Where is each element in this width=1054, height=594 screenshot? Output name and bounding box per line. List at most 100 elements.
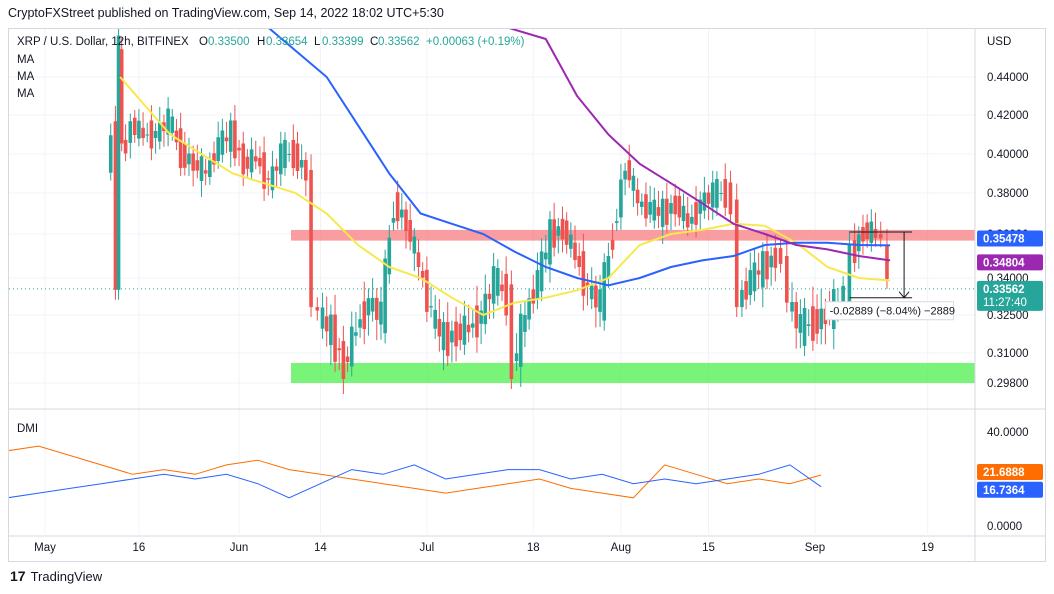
candle-body <box>191 153 195 171</box>
dmi-tick-label: 40.0000 <box>987 427 1029 439</box>
candle-body <box>509 284 514 379</box>
candle-body <box>581 251 586 296</box>
candle-body <box>644 194 648 219</box>
candle-body <box>500 284 504 292</box>
candle-body <box>170 116 175 133</box>
candle-body <box>370 297 375 312</box>
price-tick-label: 0.32500 <box>987 310 1029 322</box>
candle-body <box>885 246 889 279</box>
price-tick-label: 0.42000 <box>987 110 1029 122</box>
legend-high-value: 0.33654 <box>266 36 308 48</box>
time-tick-label: May <box>34 542 56 554</box>
published-header: CryptoFXStreet published on TradingView.… <box>8 6 444 20</box>
candle-body <box>535 270 540 300</box>
candle-body <box>878 234 883 239</box>
time-tick-label: Aug <box>611 542 631 554</box>
candle-body <box>819 308 824 330</box>
candle-body <box>702 192 707 211</box>
candle-body <box>594 285 598 308</box>
candle-body <box>811 306 815 341</box>
legend-open-label: O <box>199 36 208 48</box>
currency-label: USD <box>987 36 1011 48</box>
candle-body <box>212 153 216 165</box>
candle-body <box>681 205 686 222</box>
candle-body <box>487 293 492 300</box>
moving-averages <box>119 23 891 317</box>
candle-body <box>802 307 807 346</box>
candle-body <box>857 234 861 252</box>
price-tick-label: 0.44000 <box>987 72 1029 84</box>
candle-body <box>166 108 170 135</box>
candle-body <box>291 139 296 169</box>
candle-body <box>149 120 154 149</box>
candle-body <box>416 252 421 267</box>
candle-body <box>598 289 602 312</box>
candle-body <box>320 307 325 329</box>
candle-body <box>362 301 367 330</box>
candle-body <box>569 234 573 249</box>
candle-body <box>354 332 358 336</box>
dmi-tick-label: 0.0000 <box>987 521 1022 533</box>
ma-line-1 <box>119 76 891 317</box>
candle-body <box>873 228 878 238</box>
price-chart[interactable]: -0.02889 (−8.04%) −2889 0.44000 0.42000 0.… <box>0 23 1045 561</box>
candle-body <box>606 256 611 278</box>
candle-body <box>483 293 488 325</box>
candle-body <box>141 127 145 139</box>
price-series <box>108 27 889 394</box>
candle-body <box>329 314 333 346</box>
candle-body <box>656 207 661 216</box>
candle-body <box>220 130 225 155</box>
candle-body <box>233 120 237 159</box>
candle-body <box>706 192 711 204</box>
price-label-text: 0.35478 <box>983 233 1025 245</box>
candle-body <box>270 166 275 191</box>
candle-body <box>119 49 124 144</box>
candle-body <box>228 120 233 152</box>
legend-change: +0.00063 (+0.19%) <box>426 36 525 48</box>
candle-body <box>241 143 246 175</box>
measure-label-box <box>825 301 955 321</box>
candle-body <box>349 326 354 367</box>
candle-body <box>425 269 429 312</box>
candle-body <box>710 182 715 208</box>
price-label-text: 0.33562 <box>983 284 1025 296</box>
candle-body <box>249 149 254 173</box>
candle-body <box>794 302 798 329</box>
candle-body <box>113 121 118 290</box>
dmi-label: DMI <box>17 423 38 435</box>
candle-body <box>383 258 387 334</box>
candle-body <box>441 322 446 351</box>
candle-body <box>454 321 458 347</box>
candle-body <box>673 195 677 215</box>
candle-body <box>752 262 757 292</box>
candle-body <box>433 309 438 329</box>
candle-body <box>564 220 569 245</box>
time-tick-label: 19 <box>921 542 934 554</box>
candle-body <box>458 323 463 341</box>
candle-body <box>491 266 496 304</box>
candle-body <box>773 247 778 268</box>
legend-symbol: XRP / U.S. Dollar, 12h, BITFINEX <box>17 36 189 48</box>
candle-body <box>253 156 258 162</box>
ma-line-3 <box>495 23 891 262</box>
measure-tool: -0.02889 (−8.04%) −2889 <box>825 231 955 321</box>
candle-body <box>769 255 773 268</box>
candle-body <box>479 310 483 324</box>
candle-body <box>408 220 412 242</box>
candle-body <box>734 199 739 308</box>
candle-body <box>466 324 471 333</box>
price-tick-label: 0.31000 <box>987 348 1029 360</box>
dmi-plus-line <box>0 464 822 500</box>
candle-body <box>299 159 304 168</box>
candle-body <box>216 137 220 162</box>
price-tick-label: 0.29800 <box>987 378 1029 390</box>
candle-body <box>639 201 644 207</box>
candle-body <box>224 137 229 142</box>
footer-brand: TradingView <box>30 568 103 584</box>
candle-body <box>366 298 371 316</box>
resistance-zone <box>291 229 975 241</box>
chart-frame[interactable]: -0.02889 (−8.04%) −2889 0.44000 0.42000 0.… <box>0 23 1046 562</box>
candle-body <box>719 193 723 194</box>
dmi-minus-label-box <box>977 464 1043 481</box>
